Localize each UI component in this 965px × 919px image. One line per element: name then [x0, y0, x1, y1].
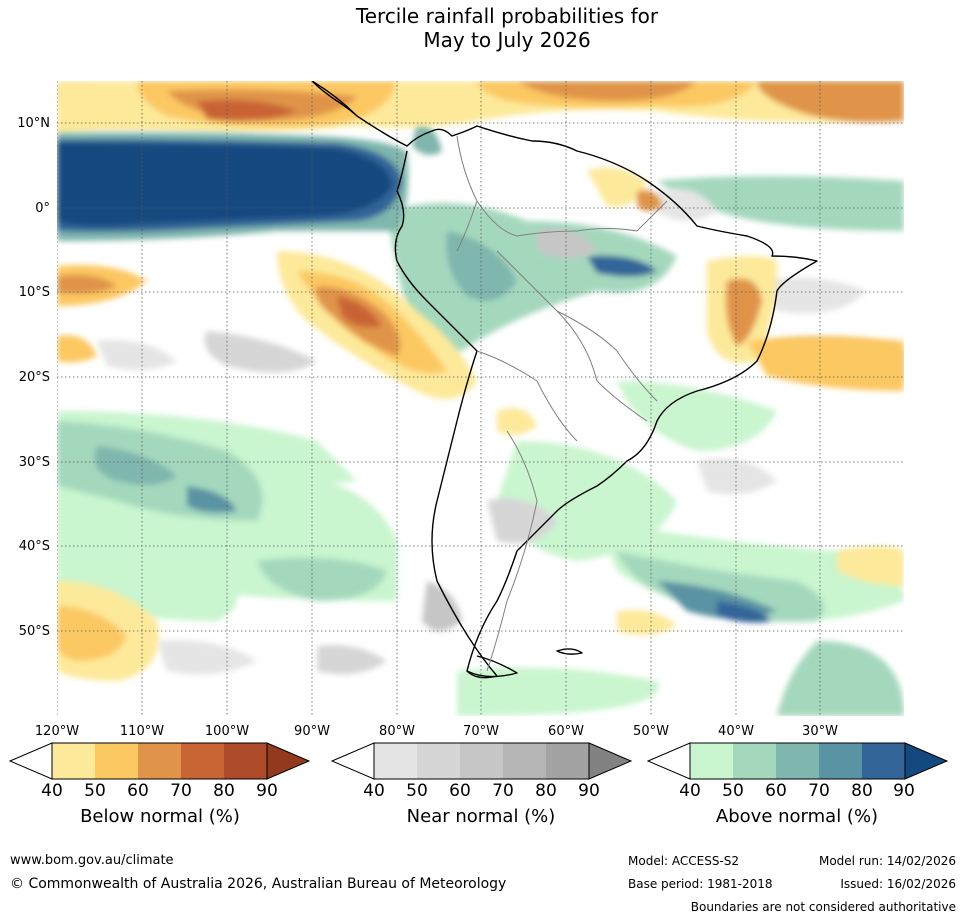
colorbar-swatch [690, 743, 733, 779]
footer-issued: Issued: 16/02/2026 [840, 877, 956, 891]
lon-label-120w: 120°W [34, 724, 80, 739]
coastlines [311, 81, 818, 679]
colorbar-min-arrow [331, 742, 375, 780]
colorbar-below-tick: 60 [127, 781, 149, 801]
above-normal-tongue [57, 132, 409, 241]
colorbar-above-tick: 60 [765, 781, 787, 801]
below-normal-shading [57, 81, 904, 681]
colorbar-swatch [181, 743, 224, 779]
colorbar-swatch [52, 743, 95, 779]
colorbar-below-tick: 70 [170, 781, 192, 801]
colorbar-above-normal [647, 742, 949, 780]
colorbar-min-arrow [647, 742, 691, 780]
lon-label-30w: 30°W [802, 724, 838, 739]
graticule [57, 81, 904, 716]
footer-copyright: © Commonwealth of Australia 2026, Austra… [10, 876, 507, 892]
lat-label-50s: 50°S [18, 624, 50, 639]
colorbar-below-tick: 50 [84, 781, 106, 801]
colorbar-max-arrow [905, 743, 947, 779]
forecast-map [57, 81, 904, 716]
colorbar-above-label: Above normal (%) [715, 806, 879, 827]
colorbar-near-normal [331, 742, 633, 780]
lon-label-50w: 50°W [633, 724, 669, 739]
colorbar-swatch [95, 743, 138, 779]
colorbar-max-arrow [589, 743, 631, 779]
colorbar-swatch [546, 743, 589, 779]
forecast-map-svg [57, 81, 904, 716]
footer-url[interactable]: www.bom.gov.au/climate [10, 853, 174, 868]
footer-model-run: Model run: 14/02/2026 [818, 854, 956, 868]
colorbar-max-arrow [267, 743, 309, 779]
lon-label-110w: 110°W [119, 724, 165, 739]
lat-label-30s: 30°S [18, 455, 50, 470]
colorbar-above-tick: 50 [722, 781, 744, 801]
lat-label-0: 0° [35, 201, 50, 216]
colorbar-swatch [776, 743, 819, 779]
footer-model: Model: ACCESS-S2 [628, 854, 740, 868]
colorbar-near-tick: 60 [449, 781, 471, 801]
colorbar-below-label: Below normal (%) [80, 806, 240, 827]
colorbar-swatch [224, 743, 267, 779]
colorbar-near-tick: 90 [578, 781, 600, 801]
colorbar-swatch [862, 743, 905, 779]
colorbar-swatch [138, 743, 181, 779]
lon-label-40w: 40°W [718, 724, 754, 739]
colorbar-min-arrow [9, 742, 53, 780]
near-normal-shading [57, 85, 904, 675]
colorbar-swatch [460, 743, 503, 779]
colorbar-below-normal [9, 742, 311, 780]
colorbar-swatch [374, 743, 417, 779]
country-boundaries [456, 135, 668, 672]
colorbar-above-tick: 80 [851, 781, 873, 801]
lat-label-40s: 40°S [18, 539, 50, 554]
lon-label-90w: 90°W [294, 724, 330, 739]
colorbar-swatch [819, 743, 862, 779]
lat-label-10n: 10°N [17, 116, 50, 131]
colorbar-near-label: Near normal (%) [406, 806, 556, 827]
colorbar-near-tick: 80 [535, 781, 557, 801]
colorbar-swatch [733, 743, 776, 779]
colorbar-above-tick: 40 [679, 781, 701, 801]
map-title: Tercile rainfall probabilities for May t… [0, 4, 965, 52]
footer-disclaimer: Boundaries are not considered authoritat… [690, 900, 956, 914]
lon-label-100w: 100°W [204, 724, 250, 739]
colorbar-below-tick: 80 [213, 781, 235, 801]
lon-label-70w: 70°W [463, 724, 499, 739]
colorbar-swatch [503, 743, 546, 779]
colorbar-near-tick: 40 [363, 781, 385, 801]
colorbar-below-tick: 40 [41, 781, 63, 801]
colorbar-swatch [417, 743, 460, 779]
lon-label-60w: 60°W [548, 724, 584, 739]
colorbar-near-tick: 70 [492, 781, 514, 801]
footer-base-period: Base period: 1981-2018 [628, 877, 773, 891]
colorbar-above-tick: 70 [808, 781, 830, 801]
lat-label-10s: 10°S [18, 285, 50, 300]
title-line-1: Tercile rainfall probabilities for [355, 4, 659, 28]
colorbar-below-tick: 90 [256, 781, 278, 801]
title-line-2: May to July 2026 [423, 28, 591, 52]
lat-label-20s: 20°S [18, 370, 50, 385]
lon-label-80w: 80°W [379, 724, 415, 739]
colorbar-near-tick: 50 [406, 781, 428, 801]
colorbar-above-tick: 90 [893, 781, 915, 801]
